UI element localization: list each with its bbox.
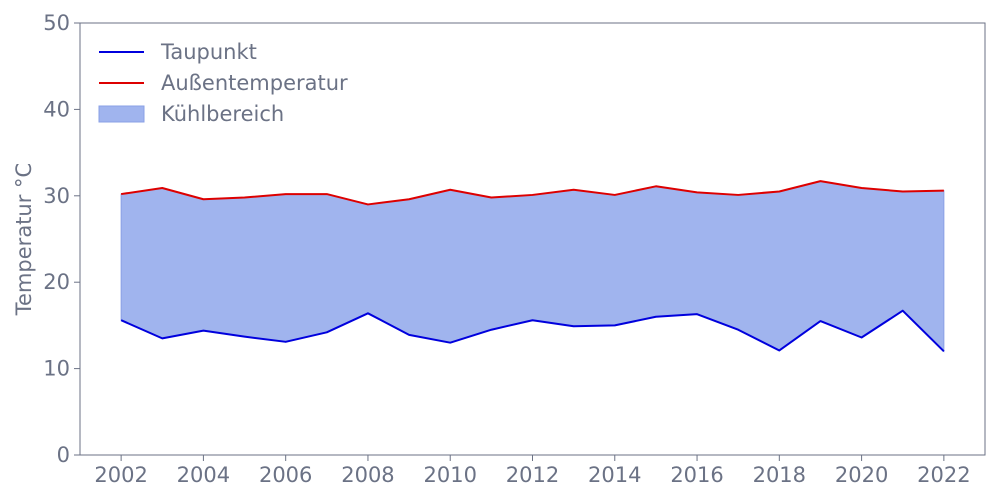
series-line-taupunkt: [120, 309, 945, 353]
y-axis: 0 10 20 30 40 50: [43, 11, 80, 467]
x-tick-label: 2016: [670, 463, 723, 487]
x-tick-label: 2010: [424, 463, 477, 487]
x-tick-label: 2020: [835, 463, 888, 487]
series-line-aussentemperatur: [120, 180, 944, 206]
y-axis-title: Temperatur °C: [12, 163, 36, 316]
legend-label: Kühlbereich: [161, 102, 284, 126]
x-axis: 2002 2004 2006 2008 2010 2012 2014 2016 2018 2020…: [94, 455, 971, 487]
x-tick-label: 2008: [341, 463, 394, 487]
plot-area: [79, 22, 986, 456]
x-tick-label: 2018: [753, 463, 806, 487]
legend-label: Außentemperatur: [161, 71, 348, 95]
legend-swatch-fill: [98, 105, 145, 123]
x-tick-label: 2002: [94, 463, 147, 487]
y-tick-label: 10: [43, 357, 70, 381]
x-tick-label: 2004: [177, 463, 230, 487]
x-tick-label: 2014: [588, 463, 641, 487]
legend-label: Taupunkt: [160, 40, 257, 64]
x-tick-label: 2006: [259, 463, 312, 487]
y-tick-label: 30: [43, 184, 70, 208]
y-tick-label: 0: [57, 443, 70, 467]
x-tick-label: 2022: [917, 463, 970, 487]
y-tick-label: 20: [43, 270, 70, 294]
y-tick-label: 40: [43, 97, 70, 121]
x-tick-label: 2012: [506, 463, 559, 487]
y-tick-label: 50: [43, 11, 70, 35]
legend: Taupunkt Außentemperatur Kühlbereich: [98, 40, 348, 126]
